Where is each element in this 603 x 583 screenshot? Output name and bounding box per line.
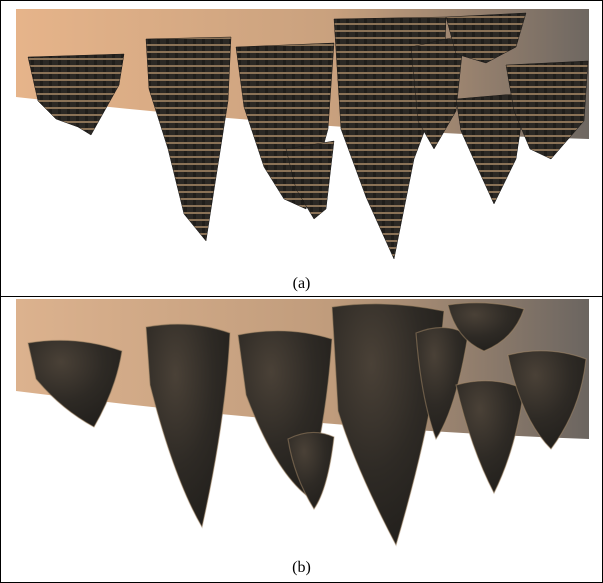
panel-a: (a) — [1, 1, 602, 297]
panel-b-caption: (b) — [292, 559, 311, 576]
panel-a-caption: (a) — [292, 275, 311, 292]
smoothed-spires — [27, 302, 587, 547]
voxel-spires — [27, 12, 589, 260]
panel-b: (b) — [1, 297, 602, 582]
voxel-terrain-render — [16, 9, 589, 260]
smoothed-terrain-render — [16, 299, 589, 547]
